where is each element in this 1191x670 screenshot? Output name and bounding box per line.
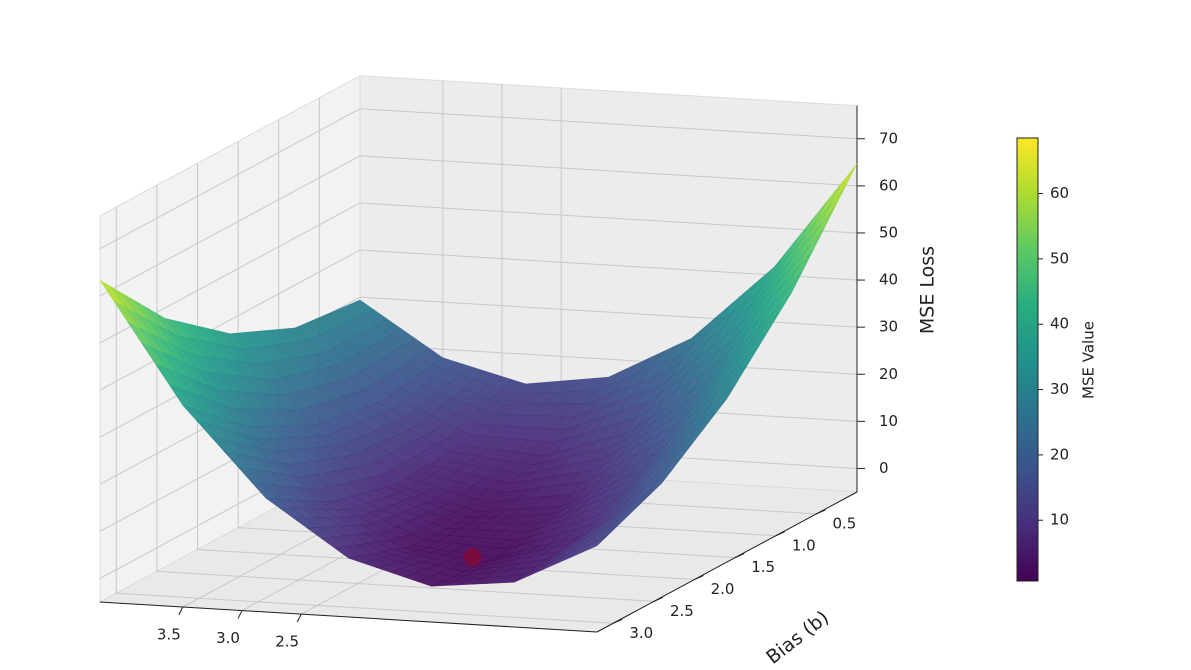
x-tick-label: 2.5 <box>275 633 299 651</box>
colorbar-label: MSE Value <box>1080 321 1098 399</box>
z-tick-label: 50 <box>879 223 898 241</box>
y-tick <box>694 575 704 580</box>
y-tick <box>613 618 623 624</box>
y-tick-label: 2.5 <box>670 602 694 620</box>
colorbar <box>1016 137 1039 582</box>
y-axis-line <box>596 491 858 633</box>
z-tick-label: 70 <box>879 129 898 147</box>
y-tick-label: 3.0 <box>629 624 653 642</box>
colorbar-tick-label: 30 <box>1050 380 1069 398</box>
minimum-marker <box>463 548 482 567</box>
colorbar-tick-label: 10 <box>1050 511 1069 529</box>
y-tick-label: 0.5 <box>832 514 856 532</box>
y-tick-label: 1.5 <box>751 558 775 576</box>
z-tick-label: 60 <box>879 176 898 194</box>
y-tick-label: 1.0 <box>792 536 816 554</box>
y-tick <box>775 531 785 537</box>
z-tick-label: 20 <box>879 365 898 383</box>
x-tick <box>237 610 243 619</box>
x-tick <box>296 613 302 623</box>
colorbar-tick-label: 60 <box>1050 184 1069 202</box>
grid-line <box>99 155 361 297</box>
y-tick <box>734 553 745 559</box>
z-tick-label: 40 <box>879 271 898 289</box>
z-tick-label: 10 <box>879 412 898 430</box>
y-tick-label: 2.0 <box>711 580 735 598</box>
x-tick-label: 3.0 <box>216 629 240 647</box>
x-tick <box>178 606 184 616</box>
grid-line <box>99 108 361 250</box>
colorbar-tick-label: 50 <box>1050 249 1069 267</box>
x-tick-label: 3.5 <box>157 626 181 644</box>
z-axis-label: MSE Loss <box>917 246 939 334</box>
y-tick <box>653 596 664 602</box>
colorbar-tick-label: 20 <box>1050 445 1069 463</box>
surface-face <box>583 535 608 553</box>
colorbar-tick-label: 40 <box>1050 315 1069 333</box>
y-tick <box>816 509 826 515</box>
z-tick-label: 30 <box>879 318 898 336</box>
y-axis-label: Bias (b) <box>762 607 833 669</box>
grid-line <box>99 249 361 391</box>
z-tick-label: 0 <box>879 459 889 477</box>
